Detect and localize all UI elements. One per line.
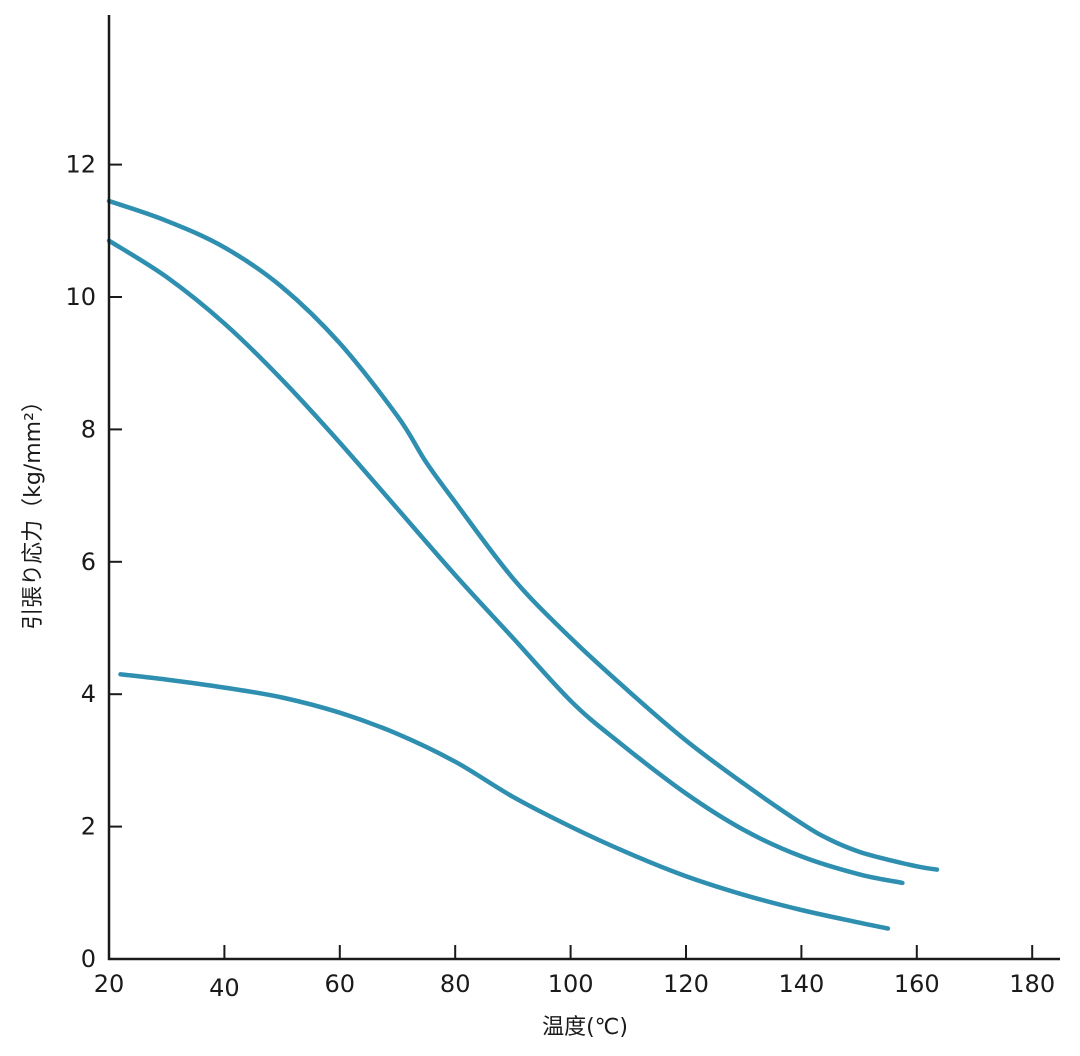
ticks-layer: 20 40 60 80 100 120 140 160 180 0 2 4 6 8 10 12: [65, 151, 1055, 1002]
x-tick-label: 140: [778, 970, 824, 998]
x-tick-label: 80: [440, 970, 471, 998]
y-tick-label: 6: [81, 548, 96, 576]
series-line-3: [118, 672, 891, 931]
y-axis-title: 引張り応力（kg/mm²）: [21, 390, 46, 630]
y-tick-label: 0: [81, 945, 96, 973]
x-tick-label: 60: [325, 970, 356, 998]
x-tick-label: 20: [94, 970, 125, 998]
series-layer: [106, 198, 940, 931]
y-tick-label: 4: [81, 680, 96, 708]
y-tick-label: 8: [81, 415, 96, 443]
series-line-1: [106, 198, 940, 872]
x-tick-label: 120: [663, 970, 709, 998]
y-tick-label: 12: [65, 151, 96, 179]
y-tick-label: 10: [65, 283, 96, 311]
x-tick-label: 180: [1009, 970, 1055, 998]
x-tick-label: 40: [209, 974, 240, 1002]
y-tick-label: 2: [81, 813, 96, 841]
series-line-2: [106, 238, 905, 886]
x-tick-label: 160: [894, 970, 940, 998]
axes-layer: [107, 15, 1060, 961]
x-axis-title: 温度(℃): [542, 1015, 628, 1040]
x-tick-label: 100: [548, 970, 594, 998]
